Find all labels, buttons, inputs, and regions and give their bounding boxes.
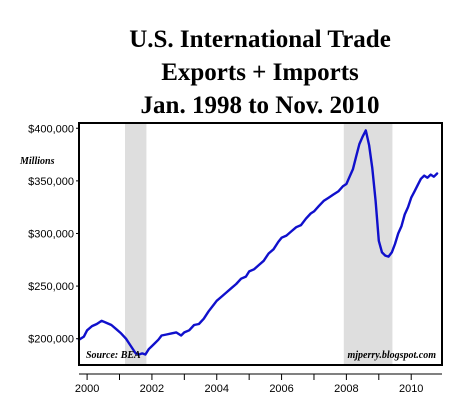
recession-band — [343, 123, 393, 365]
source-note: Source: BEA — [86, 350, 141, 361]
chart-notes: Source: BEA mjperry.blogspot.com — [86, 350, 436, 361]
chart-title-line: Jan. 1998 to Nov. 2010 — [141, 92, 380, 119]
x-tick-label: 2006 — [269, 383, 293, 395]
plot-frame — [78, 122, 443, 366]
x-tick-label: 2008 — [334, 383, 358, 395]
x-tick-label: 2000 — [75, 383, 99, 395]
x-tick-label: 2002 — [140, 383, 164, 395]
y-tick-label: $400,000 — [28, 123, 74, 135]
chart-title: U.S. International Trade Exports + Import… — [129, 26, 391, 119]
chart-title-line: Exports + Imports — [161, 59, 359, 86]
y-tick-label: $350,000 — [28, 176, 74, 188]
series-lines — [77, 129, 439, 356]
y-tick-label: $200,000 — [28, 334, 74, 346]
x-tick-label: 2010 — [399, 383, 423, 395]
x-axis: 2000 2002 2004 2006 2008 2010 — [75, 373, 442, 395]
y-axis-unit-label: Millions — [19, 156, 55, 167]
trade-series-line — [77, 129, 439, 356]
recession-bands — [125, 123, 393, 365]
chart-title-line: U.S. International Trade — [129, 26, 391, 53]
recession-band — [125, 123, 147, 365]
y-tick-label: $300,000 — [28, 228, 74, 240]
y-axis-labels: $200,000 $250,000 $300,000 $350,000 $400,000… — [19, 123, 79, 346]
credit-note: mjperry.blogspot.com — [347, 350, 436, 361]
x-tick-label: 2004 — [205, 383, 229, 395]
y-tick-label: $250,000 — [28, 281, 74, 293]
